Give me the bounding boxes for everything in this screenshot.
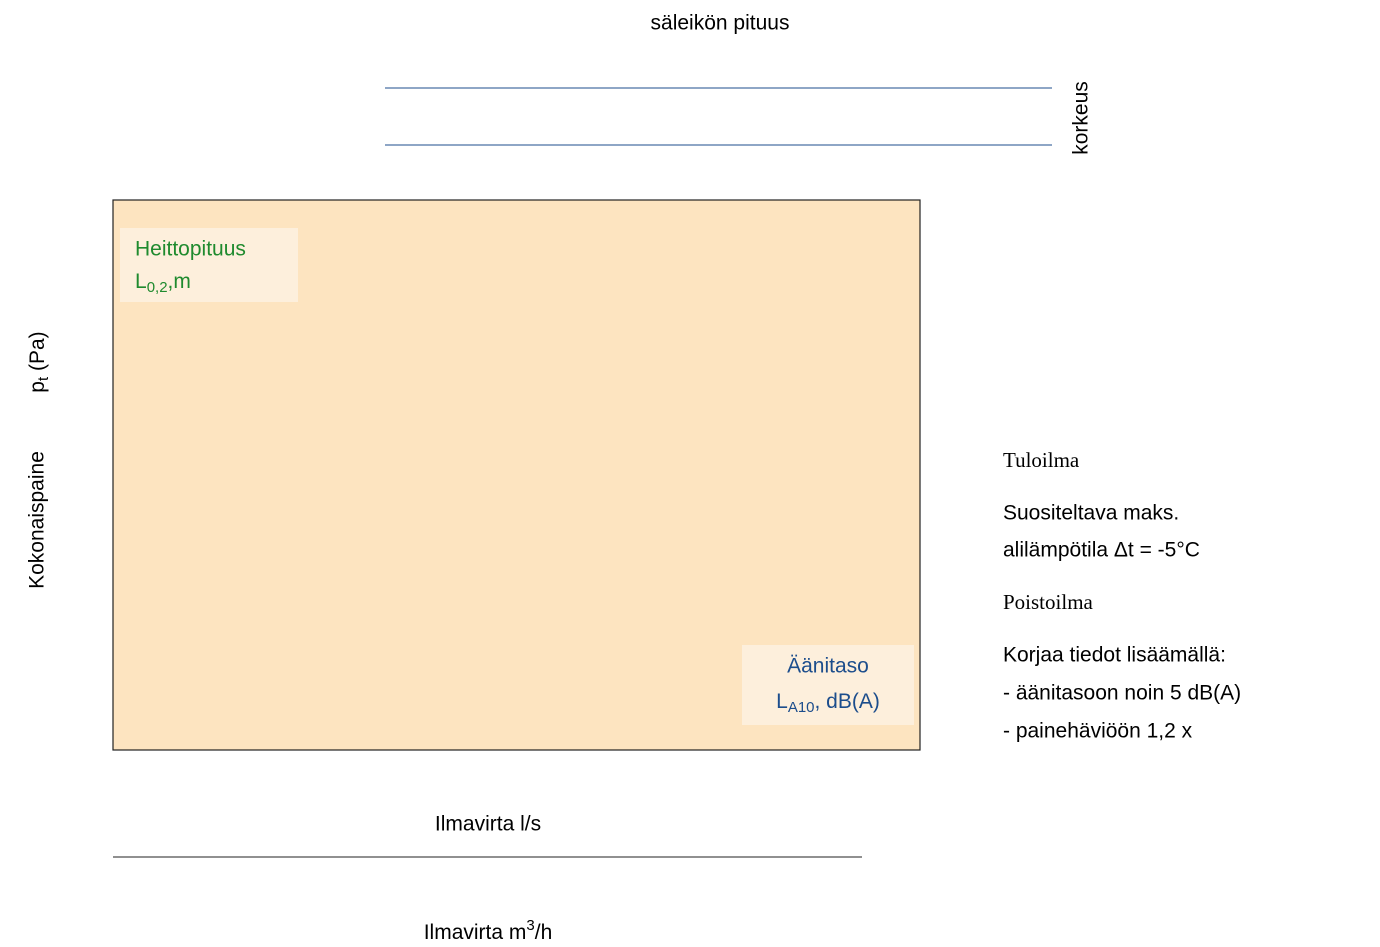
x-axis-title: Ilmavirta l/s — [435, 813, 541, 836]
unit-sub: A10 — [788, 699, 815, 716]
y-symbol-sub: t — [35, 376, 52, 381]
grille-title: säleikön pituus — [651, 12, 790, 35]
note-heading: Poistoilma — [1003, 590, 1094, 614]
y-axis-symbol: pt (Pa) — [26, 331, 52, 392]
x2-title-main: Ilmavirta m — [424, 921, 527, 944]
note-text: Korjaa tiedot lisäämällä: — [1003, 644, 1226, 667]
throw-unit: L0,2,m — [135, 270, 191, 296]
unit-main: L — [135, 270, 147, 293]
sound-unit: LA10, dB(A) — [776, 690, 880, 716]
unit-sub: 0,2 — [147, 279, 168, 296]
x2-title-rest: /h — [535, 921, 553, 944]
x2-axis-title: Ilmavirta m3/h — [424, 917, 553, 944]
unit-rest: ,m — [168, 270, 191, 293]
note-text: - painehäviöön 1,2 x — [1003, 720, 1193, 743]
x2-title-sup: 3 — [526, 917, 534, 934]
y-axis-title: Kokonaispaine — [26, 451, 49, 589]
sound-legend-box — [742, 645, 914, 725]
throw-legend-box — [120, 228, 298, 302]
note-heading: Tuloilma — [1003, 448, 1080, 472]
unit-rest: , dB(A) — [815, 690, 880, 713]
plot-frame — [112, 199, 921, 751]
y-symbol-main: p — [26, 381, 49, 393]
throw-title: Heittopituus — [135, 238, 246, 261]
unit-main: L — [776, 690, 788, 713]
note-text: alilämpötila Δt = -5°C — [1003, 539, 1200, 562]
grille-rows-title: korkeus — [1070, 81, 1093, 155]
note-text: Suositeltava maks. — [1003, 502, 1179, 525]
y-symbol-rest: (Pa) — [26, 331, 49, 377]
sound-title: Äänitaso — [787, 655, 869, 678]
note-text: - äänitasoon noin 5 dB(A) — [1003, 682, 1241, 705]
